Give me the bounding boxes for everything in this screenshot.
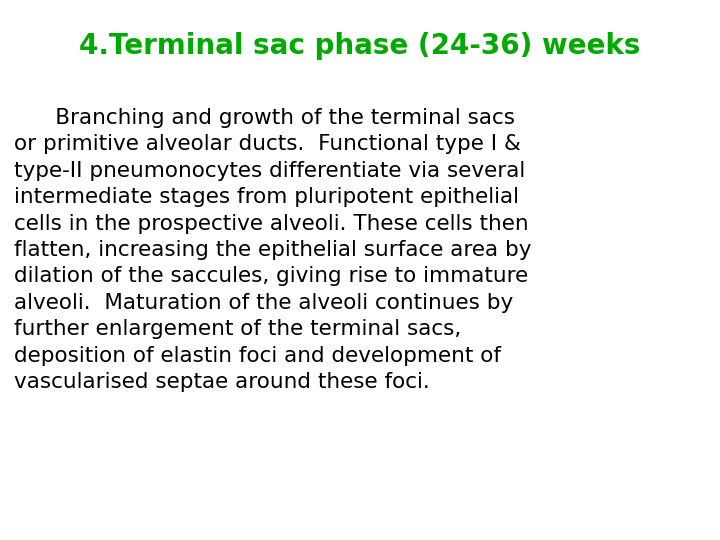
Text: Branching and growth of the terminal sacs
or primitive alveolar ducts.  Function: Branching and growth of the terminal sac… bbox=[14, 108, 532, 392]
Text: 4.Terminal sac phase (24-36) weeks: 4.Terminal sac phase (24-36) weeks bbox=[79, 32, 641, 60]
